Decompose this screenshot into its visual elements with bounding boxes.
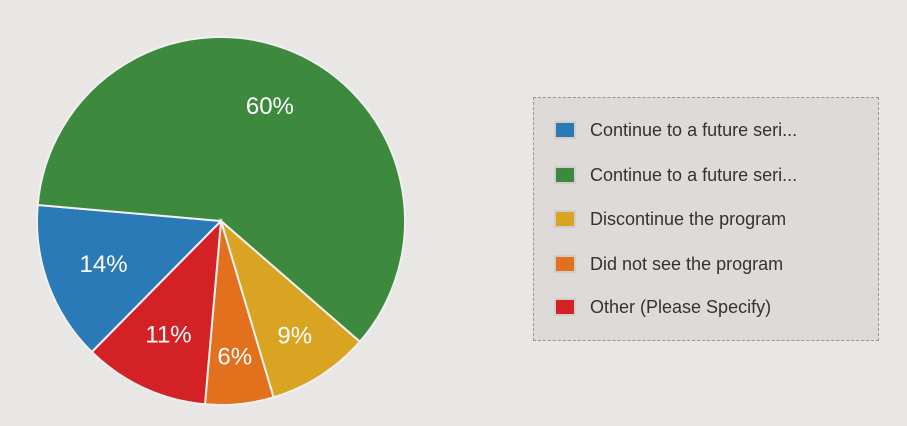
data-label: 14% bbox=[80, 251, 128, 278]
pie-slice bbox=[36, 36, 406, 344]
legend-swatch bbox=[554, 210, 576, 228]
pie-slice bbox=[219, 217, 362, 399]
legend-item: Did not see the program bbox=[554, 253, 783, 275]
legend-item: Discontinue the program bbox=[554, 208, 786, 230]
legend-label: Continue to a future seri... bbox=[590, 119, 798, 140]
legend-swatch bbox=[554, 298, 576, 316]
pie-chart: 14% 60% 9% 6% 11% bbox=[36, 36, 406, 406]
legend-item: Other (Please Specify) bbox=[554, 296, 771, 318]
legend-label: Discontinue the program bbox=[590, 208, 787, 229]
legend-swatch bbox=[554, 121, 576, 139]
legend-label: Did not see the program bbox=[590, 253, 784, 274]
data-label: 6% bbox=[217, 343, 252, 370]
legend-label: Continue to a future seri... bbox=[590, 164, 798, 185]
legend-label: Other (Please Specify) bbox=[590, 296, 772, 317]
data-label: 9% bbox=[277, 322, 312, 349]
legend-item: Continue to a future seri... bbox=[554, 164, 797, 186]
pie-slice bbox=[36, 203, 224, 354]
legend-swatch bbox=[554, 255, 576, 273]
data-label: 11% bbox=[145, 322, 191, 349]
legend: Continue to a future seri... Continue to… bbox=[533, 97, 879, 341]
data-label: 60% bbox=[246, 93, 294, 120]
legend-swatch bbox=[554, 166, 576, 184]
legend-item: Continue to a future seri... bbox=[554, 119, 797, 141]
pie-slice bbox=[90, 218, 223, 406]
